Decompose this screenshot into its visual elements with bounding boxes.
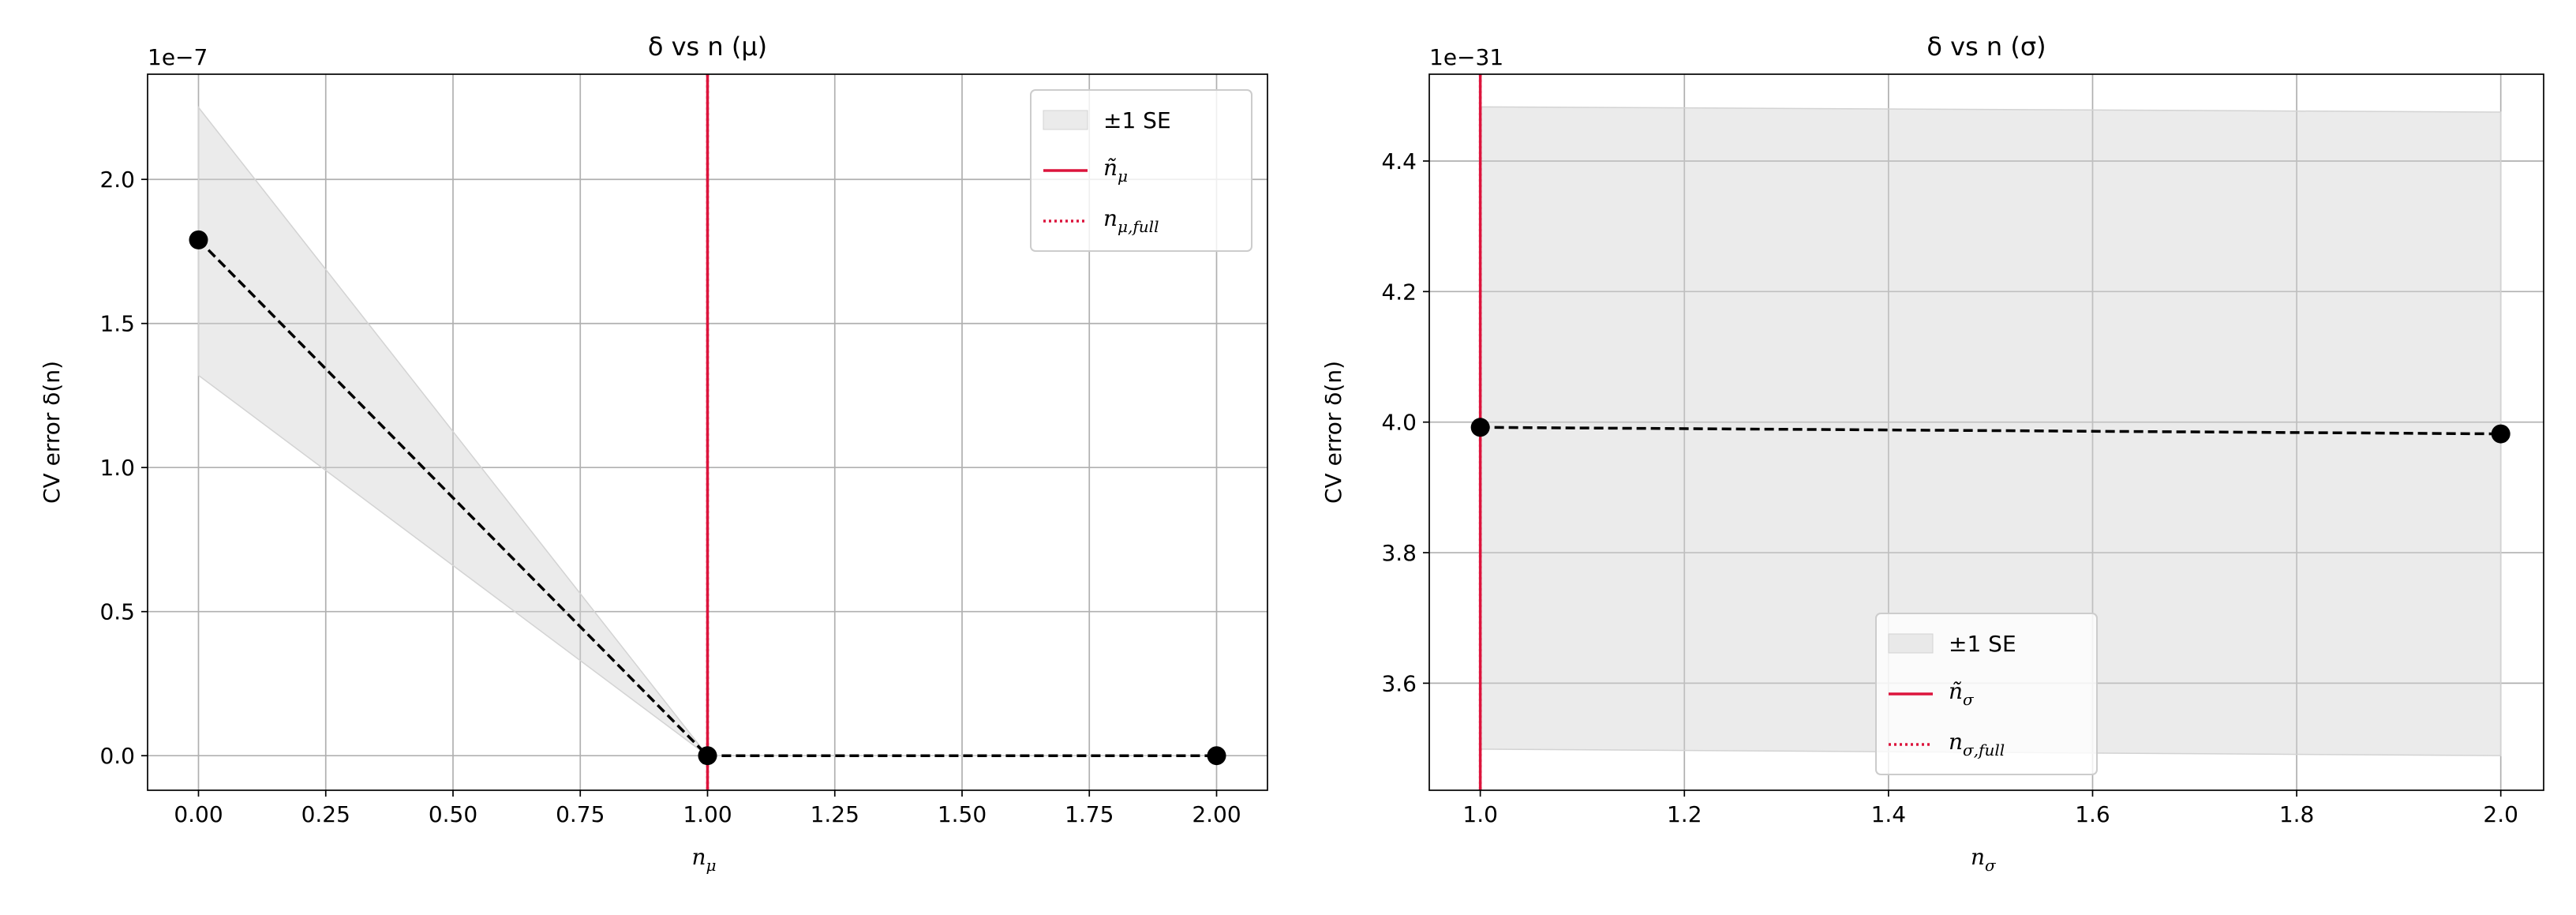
offset-text: 1e−7 bbox=[148, 44, 208, 70]
x-tick-label: 0.75 bbox=[556, 801, 605, 827]
x-axis-label: nμ bbox=[692, 844, 717, 875]
legend-box bbox=[1030, 89, 1252, 252]
x-tick-label: 0.25 bbox=[301, 801, 350, 827]
x-tick-label: 2.00 bbox=[1192, 801, 1241, 827]
data-point bbox=[1470, 418, 1490, 437]
data-point bbox=[1207, 746, 1226, 766]
x-tick-label: 2.0 bbox=[2483, 801, 2518, 827]
y-tick-label: 4.0 bbox=[1381, 410, 1417, 436]
y-tick-label: 1.5 bbox=[99, 311, 135, 337]
legend-label: ±1 SE bbox=[1949, 631, 2016, 657]
chart-title: δ vs n (σ) bbox=[1926, 32, 2046, 62]
data-point bbox=[698, 746, 717, 766]
x-tick-label: 1.00 bbox=[683, 801, 732, 827]
data-point bbox=[2491, 424, 2510, 444]
y-tick-label: 3.6 bbox=[1381, 670, 1417, 696]
legend-box bbox=[1875, 613, 2098, 775]
y-tick-label: 3.8 bbox=[1381, 540, 1417, 566]
legend-label: nμ,full bbox=[1103, 205, 1159, 236]
x-tick-label: 0.50 bbox=[429, 801, 477, 827]
x-tick-label: 1.8 bbox=[2279, 801, 2315, 827]
y-axis-label: CV error δ(n) bbox=[1320, 361, 1346, 504]
legend-label-sub: μ,full bbox=[1118, 217, 1159, 236]
y-tick-label: 0.5 bbox=[99, 599, 135, 625]
x-axis-label-sub: μ bbox=[706, 856, 717, 875]
x-tick-label: 1.4 bbox=[1871, 801, 1907, 827]
chart-title: δ vs n (μ) bbox=[648, 32, 767, 62]
legend-label-sub: μ bbox=[1118, 167, 1128, 186]
x-axis-label-base: n bbox=[692, 844, 706, 870]
y-tick-label: 2.0 bbox=[99, 167, 135, 193]
legend-label: ñσ bbox=[1949, 678, 1975, 709]
legend-label-sub: σ bbox=[1963, 690, 1975, 709]
legend-swatch bbox=[1888, 633, 1934, 654]
x-tick-label: 0.00 bbox=[174, 801, 223, 827]
offset-text: 1e−31 bbox=[1429, 44, 1503, 70]
data-point bbox=[189, 230, 208, 249]
x-axis-label-sub: σ bbox=[1985, 856, 1997, 875]
legend-label-base: n bbox=[1103, 205, 1118, 231]
axes-frame bbox=[147, 73, 1268, 791]
x-tick-label: 1.50 bbox=[938, 801, 987, 827]
y-tick-label: 0.0 bbox=[99, 743, 135, 769]
legend-label-base: ñ bbox=[1949, 678, 1963, 704]
legend-label: nσ,full bbox=[1949, 729, 2005, 759]
legend-label: ±1 SE bbox=[1103, 107, 1171, 133]
se-band bbox=[197, 105, 1217, 756]
legend-label-sub: σ,full bbox=[1963, 741, 2005, 759]
legend-label-base: ñ bbox=[1103, 155, 1118, 181]
y-axis-label: CV error δ(n) bbox=[39, 361, 65, 504]
x-tick-label: 1.0 bbox=[1462, 801, 1498, 827]
x-tick-label: 1.2 bbox=[1667, 801, 1702, 827]
axes-frame bbox=[1428, 73, 2544, 791]
x-tick-label: 1.25 bbox=[811, 801, 859, 827]
y-tick-label: 4.2 bbox=[1381, 279, 1417, 305]
x-tick-label: 1.6 bbox=[2075, 801, 2110, 827]
legend-label: ñμ bbox=[1103, 155, 1128, 186]
x-tick-label: 1.75 bbox=[1065, 801, 1114, 827]
y-tick-label: 4.4 bbox=[1381, 148, 1417, 174]
x-axis-label-base: n bbox=[1971, 844, 1985, 870]
x-axis-label: nσ bbox=[1971, 844, 1997, 875]
legend-swatch bbox=[1043, 110, 1088, 130]
legend-label-base: n bbox=[1949, 729, 1963, 755]
y-tick-label: 1.0 bbox=[99, 455, 135, 481]
